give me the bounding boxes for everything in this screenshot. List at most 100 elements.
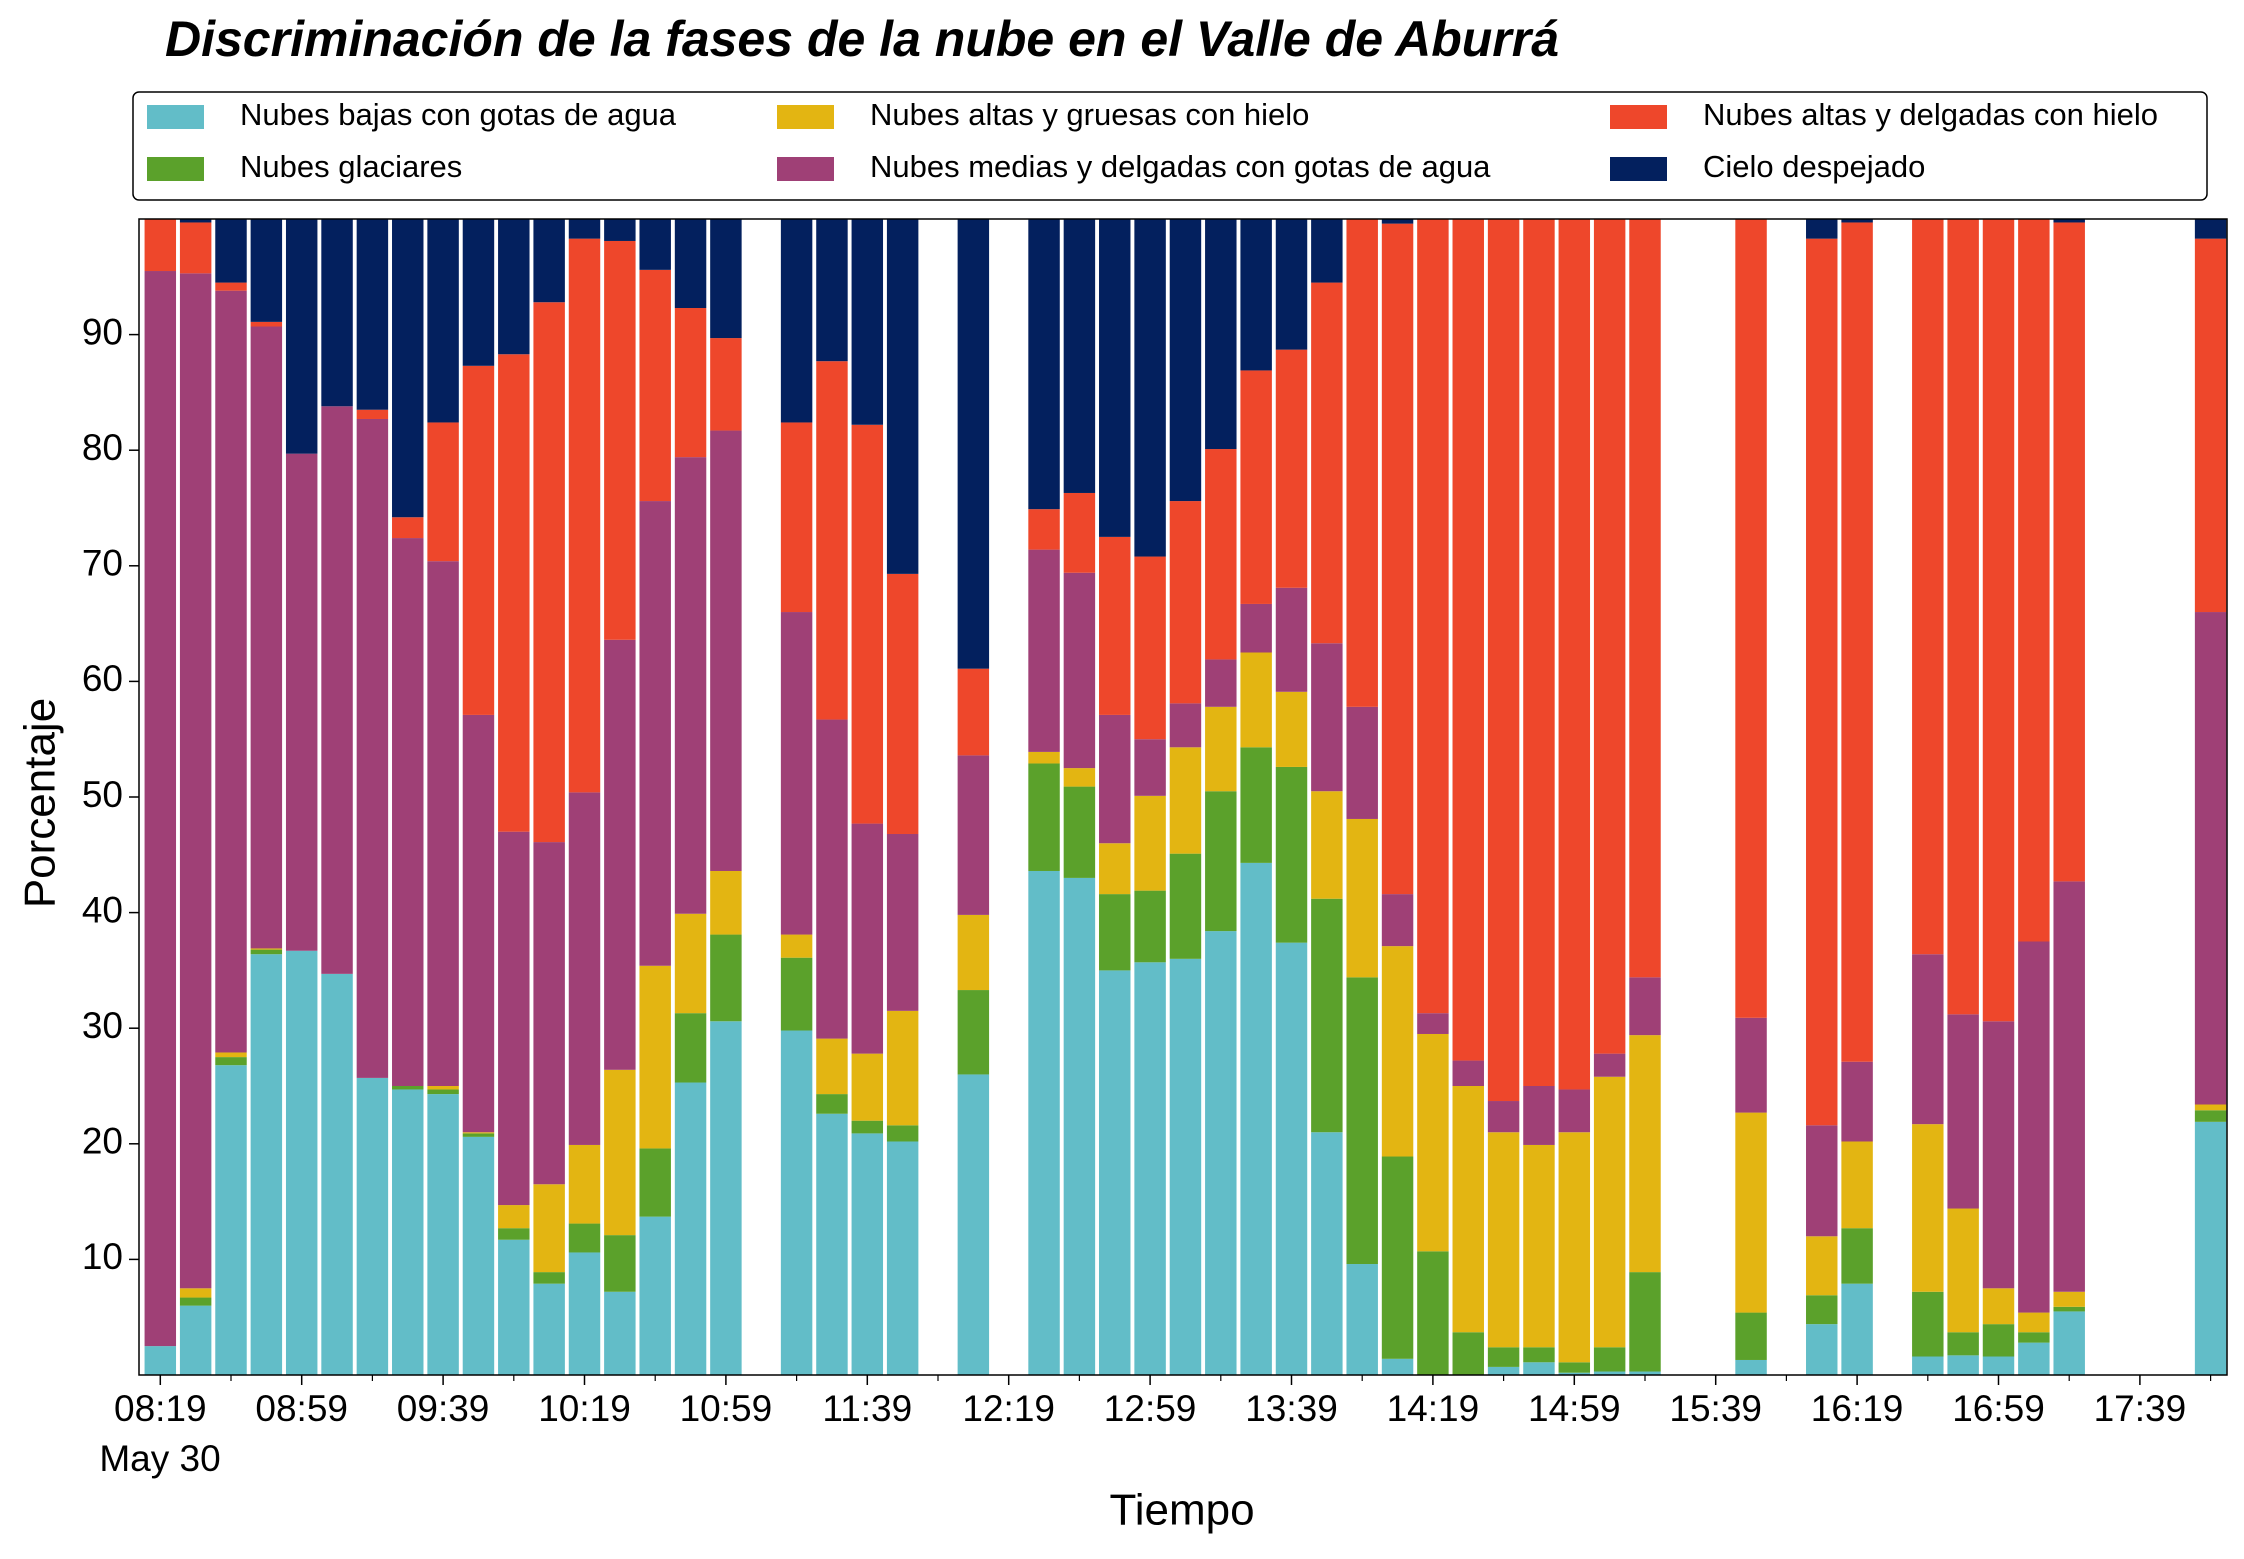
- y-tick-label: 10: [82, 1236, 123, 1277]
- bar-segment: [604, 1291, 636, 1375]
- bar-segment: [2053, 1291, 2085, 1307]
- bar-segment: [215, 1065, 247, 1375]
- bar-segment: [533, 219, 565, 303]
- bar-segment: [1735, 219, 1767, 1018]
- bar-segment: [1381, 894, 1414, 947]
- bar-segment: [674, 1013, 707, 1083]
- bar-segment: [1381, 1156, 1414, 1359]
- bar-segment: [1381, 223, 1414, 895]
- bar-segment: [533, 842, 565, 1185]
- x-date-label: May 30: [99, 1438, 220, 1479]
- y-tick-label: 20: [82, 1121, 123, 1162]
- bar-segment: [1593, 1347, 1626, 1372]
- bar-segment: [639, 501, 671, 966]
- y-tick-label: 80: [82, 427, 123, 468]
- bar-segment: [321, 973, 353, 1375]
- bar-segment: [1134, 890, 1166, 963]
- bar-segment: [1947, 219, 1979, 1015]
- bar-segment: [1841, 1141, 1873, 1229]
- x-tick-label: 15:39: [1669, 1388, 1762, 1429]
- bar-segment: [215, 1057, 247, 1066]
- bar-segment: [1806, 1236, 1838, 1296]
- x-tick-label: 09:39: [397, 1388, 490, 1429]
- bar-segment: [1311, 791, 1343, 899]
- bar-segment: [1841, 1061, 1873, 1142]
- bar-segment: [1912, 954, 1944, 1125]
- bar-segment: [215, 1052, 247, 1058]
- bar-segment: [392, 1089, 424, 1375]
- bar-segment: [1487, 219, 1520, 1102]
- bar-segment: [1806, 1125, 1838, 1237]
- bar-segment: [1169, 747, 1202, 854]
- legend-swatch: [777, 157, 834, 181]
- bar-segment: [1982, 1021, 2015, 1289]
- bar-segment: [533, 1272, 565, 1284]
- x-tick-label: 13:39: [1245, 1388, 1338, 1429]
- bar-segment: [2194, 1110, 2227, 1122]
- bar-segment: [498, 219, 530, 355]
- bar-segment: [533, 302, 565, 843]
- bar-segment: [1452, 1332, 1484, 1375]
- bar-segment: [568, 1252, 601, 1375]
- x-tick-label: 16:19: [1811, 1388, 1904, 1429]
- bar-segment: [2053, 222, 2085, 882]
- bar-segment: [2018, 941, 2050, 1313]
- bar-segment: [639, 219, 671, 270]
- bar-segment: [1558, 1132, 1591, 1363]
- bar-segment: [1629, 977, 1661, 1036]
- bar-segment: [639, 1148, 671, 1217]
- bar-segment: [1099, 714, 1131, 844]
- bar-segment: [2194, 612, 2227, 1105]
- bar-segment: [250, 954, 283, 1375]
- y-tick-label: 60: [82, 658, 123, 699]
- bar-segment: [392, 1086, 424, 1090]
- bar-segment: [179, 219, 212, 223]
- bar-segment: [1523, 1144, 1555, 1348]
- bar-segment: [674, 308, 707, 458]
- bar-segment: [462, 1133, 495, 1137]
- bar-segment: [462, 219, 495, 366]
- bar-segment: [1487, 1101, 1520, 1133]
- bar-segment: [568, 219, 601, 239]
- bar-segment: [215, 282, 247, 291]
- x-tick-label: 12:59: [1104, 1388, 1197, 1429]
- bar-segment: [816, 1113, 848, 1375]
- bar-segment: [533, 1184, 565, 1273]
- bar-segment: [604, 1069, 636, 1236]
- bar-segment: [710, 1021, 742, 1375]
- bar-segment: [1806, 238, 1838, 1126]
- bar-segment: [250, 948, 283, 950]
- bar-segment: [498, 1205, 530, 1229]
- bar-segment: [639, 965, 671, 1149]
- bar-segment: [1275, 691, 1308, 767]
- bar-segment: [1947, 1208, 1979, 1333]
- bar-segment: [2018, 1332, 2050, 1343]
- bar-segment: [674, 1082, 707, 1375]
- bar-segment: [957, 990, 990, 1075]
- bar-segment: [851, 219, 884, 425]
- bar-segment: [1947, 1014, 1979, 1209]
- bar-segment: [179, 1305, 212, 1375]
- bar-segment: [2053, 219, 2085, 223]
- bar-segment: [1841, 219, 1873, 223]
- bar-segment: [1275, 349, 1308, 588]
- bar-segment: [1346, 818, 1378, 978]
- bar-segment: [1028, 763, 1060, 871]
- bar-segment: [2018, 1312, 2050, 1333]
- bar-segment: [710, 338, 742, 431]
- bar-segment: [462, 1132, 495, 1134]
- bar-segment: [179, 222, 212, 274]
- x-tick-label: 14:59: [1528, 1388, 1621, 1429]
- bar-segment: [1099, 536, 1131, 715]
- bar-segment: [780, 422, 813, 613]
- bar-segment: [816, 1038, 848, 1095]
- bar-segment: [144, 219, 177, 272]
- bar-segment: [1947, 1355, 1979, 1375]
- x-tick-label: 10:59: [680, 1388, 773, 1429]
- bar-segment: [1593, 219, 1626, 1054]
- bar-segment: [1982, 1356, 2015, 1375]
- bar-segment: [568, 238, 601, 793]
- legend-label: Cielo despejado: [1703, 149, 1925, 184]
- bar-segment: [1063, 786, 1096, 878]
